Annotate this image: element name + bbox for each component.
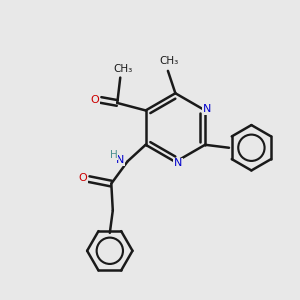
Text: CH₃: CH₃ [160,56,179,66]
Text: H: H [110,150,118,160]
Text: O: O [78,172,87,183]
Text: CH₃: CH₃ [114,64,133,74]
Text: O: O [90,95,99,105]
Text: N: N [203,104,212,114]
Text: N: N [116,155,124,165]
Text: N: N [174,158,182,168]
